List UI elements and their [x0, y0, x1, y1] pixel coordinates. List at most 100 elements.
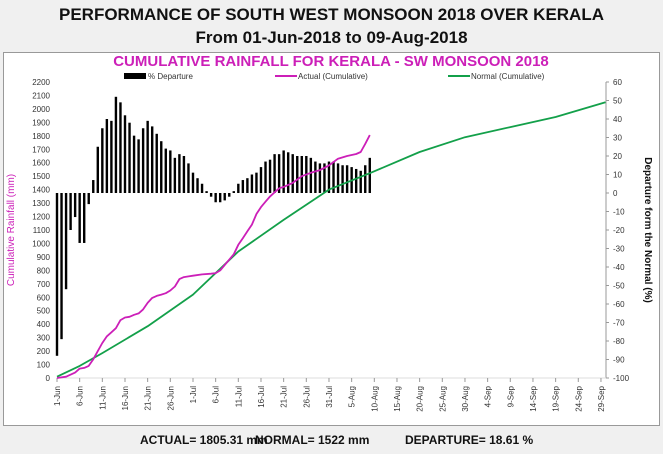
- departure-bar: [87, 193, 90, 205]
- x-tick-label: 11-Jul: [234, 386, 243, 407]
- page-subtitle: From 01-Jun-2018 to 09-Aug-2018: [195, 28, 468, 47]
- departure-bar: [132, 135, 136, 193]
- departure-bar: [96, 146, 99, 193]
- y-tick-label: 2100: [32, 91, 50, 100]
- departure-bar: [264, 161, 267, 193]
- departure-bar: [368, 157, 371, 193]
- y-axis-label: Cumulative Rainfall (mm): [6, 174, 17, 286]
- departure-bar: [314, 161, 317, 193]
- departure-bar: [259, 167, 263, 193]
- departure-bar: [300, 156, 303, 193]
- departure-bar: [178, 154, 181, 193]
- departure-bar: [182, 156, 186, 193]
- departure-bar: [327, 161, 331, 193]
- y2-tick-label: -20: [613, 226, 625, 235]
- departure-bar: [205, 191, 208, 193]
- departure-bar: [345, 165, 349, 193]
- y-tick-label: 1000: [32, 239, 50, 248]
- departure-bar: [105, 119, 109, 193]
- actual-total: ACTUAL= 1805.31 mm: [140, 433, 268, 447]
- departure-bar: [359, 170, 362, 193]
- y2-tick-label: 50: [613, 97, 622, 106]
- x-tick-label: 21-Jun: [144, 386, 153, 410]
- departure-bar: [101, 128, 104, 193]
- y2-tick-label: -30: [613, 245, 625, 254]
- departure-bar: [318, 163, 322, 193]
- departure-bar: [282, 150, 285, 193]
- legend-swatch-departure: [124, 73, 146, 79]
- x-tick-label: 1-Jun: [53, 386, 62, 406]
- y-tick-label: 1500: [32, 172, 50, 181]
- departure-bar: [255, 172, 258, 193]
- y2-tick-label: -80: [613, 337, 625, 346]
- x-tick-label: 14-Sep: [529, 385, 538, 411]
- y-tick-label: 1300: [32, 199, 50, 208]
- departure-bar: [246, 178, 249, 193]
- departure-bar: [196, 178, 199, 193]
- departure-bar: [82, 193, 86, 243]
- x-tick-label: 5-Aug: [348, 386, 357, 407]
- y-tick-label: 1200: [32, 213, 50, 222]
- departure-bar: [223, 193, 226, 201]
- x-tick-label: 9-Sep: [506, 385, 515, 407]
- departure-bar: [187, 163, 190, 193]
- departure-bar: [323, 163, 326, 193]
- y-tick-label: 700: [37, 280, 51, 289]
- normal-total: NORMAL= 1522 mm: [255, 433, 370, 447]
- y-tick-label: 0: [46, 374, 51, 383]
- departure-bar: [92, 180, 95, 193]
- x-tick-label: 15-Aug: [393, 386, 402, 412]
- departure-bar: [164, 148, 167, 193]
- departure-bar: [114, 96, 118, 193]
- departure-bar: [55, 193, 59, 356]
- y2-tick-label: -50: [613, 282, 625, 291]
- actual-cumulative-line: [56, 134, 371, 379]
- page-title: PERFORMANCE OF SOUTH WEST MONSOON 2018 O…: [59, 5, 604, 24]
- departure-bar: [341, 165, 344, 193]
- y-tick-label: 200: [37, 347, 51, 356]
- y2-tick-label: 40: [613, 115, 622, 124]
- y2-tick-label: 10: [613, 171, 622, 180]
- y2-tick-label: -60: [613, 300, 625, 309]
- departure-bar: [141, 128, 145, 193]
- departure-bar: [232, 191, 235, 193]
- x-tick-label: 11-Jun: [98, 386, 107, 410]
- x-tick-label: 20-Aug: [416, 386, 425, 412]
- x-tick-label: 21-Jul: [280, 386, 289, 408]
- y2-tick-label: -90: [613, 356, 625, 365]
- departure-bar: [137, 139, 140, 193]
- departure-bar: [200, 183, 204, 193]
- departure-bar: [218, 193, 222, 203]
- x-tick-label: 6-Jun: [76, 386, 85, 406]
- departure-bar: [173, 157, 177, 193]
- y2-tick-label: -100: [613, 374, 630, 383]
- y-tick-label: 2000: [32, 105, 50, 114]
- departure-bar: [277, 154, 281, 193]
- departure-bar: [73, 193, 77, 218]
- departure-bar: [214, 193, 217, 203]
- x-tick-label: 25-Aug: [438, 386, 447, 412]
- x-tick-label: 29-Sep: [597, 385, 606, 411]
- departure-bar: [160, 141, 163, 193]
- departure-bar: [286, 152, 290, 193]
- y-tick-label: 500: [37, 307, 51, 316]
- x-tick-label: 4-Sep: [484, 385, 493, 407]
- departure-bar: [60, 193, 63, 340]
- departure-bar: [123, 115, 127, 193]
- departure-bar: [209, 193, 213, 197]
- departure-bar: [309, 157, 313, 193]
- y-tick-label: 600: [37, 293, 51, 302]
- y-tick-label: 900: [37, 253, 51, 262]
- legend-label-normal: Normal (Cumulative): [471, 72, 545, 81]
- x-tick-label: 19-Sep: [552, 385, 561, 411]
- legend: % Departure Actual (Cumulative) Normal (…: [124, 72, 545, 81]
- y2-tick-label: 20: [613, 152, 622, 161]
- departure-bar: [332, 161, 335, 193]
- departure-bar: [250, 174, 254, 193]
- y-tick-label: 400: [37, 320, 51, 329]
- departure-bar: [354, 168, 358, 193]
- departure-bar: [291, 154, 294, 193]
- departure-bar: [237, 183, 240, 193]
- departure-bar: [364, 165, 367, 193]
